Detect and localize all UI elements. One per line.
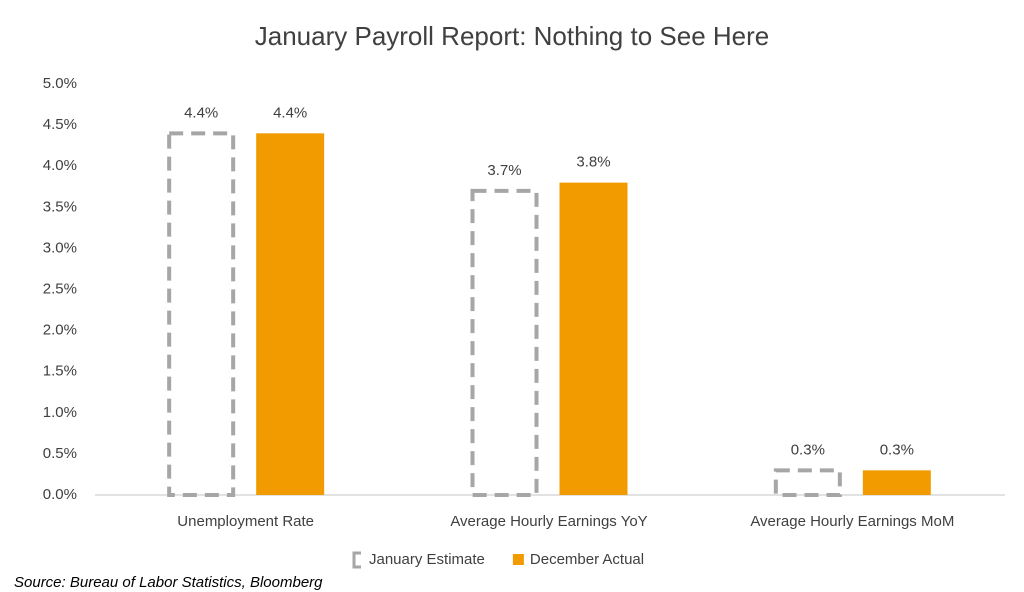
legend-label: January Estimate	[369, 551, 485, 568]
legend-swatch	[352, 551, 361, 569]
y-tick-label: 5.0%	[43, 75, 77, 92]
chart-title: January Payroll Report: Nothing to See H…	[255, 21, 770, 51]
legend-swatch	[512, 554, 524, 565]
y-tick-label: 3.0%	[43, 239, 77, 256]
x-tick-label: Average Hourly Earnings YoY	[450, 513, 647, 530]
data-label: 0.3%	[880, 441, 914, 458]
y-tick-label: 1.5%	[43, 363, 77, 380]
y-tick-label: 2.0%	[43, 322, 77, 339]
data-label: 4.4%	[184, 104, 218, 121]
x-tick-label: Unemployment Rate	[177, 513, 314, 530]
bar	[167, 131, 236, 497]
y-tick-label: 2.5%	[43, 280, 77, 297]
y-tick-label: 0.0%	[43, 486, 77, 503]
x-tick-label: Average Hourly Earnings MoM	[750, 513, 954, 530]
data-label: 3.7%	[487, 162, 521, 179]
legend-label: December Actual	[530, 551, 644, 568]
data-label: 4.4%	[273, 104, 307, 121]
y-tick-label: 3.5%	[43, 198, 77, 215]
bar	[773, 468, 842, 497]
data-label: 3.8%	[576, 154, 610, 171]
y-tick-label: 1.0%	[43, 404, 77, 421]
y-tick-label: 4.5%	[43, 116, 77, 133]
source-note: Source: Bureau of Labor Statistics, Bloo…	[14, 574, 323, 591]
y-tick-label: 4.0%	[43, 157, 77, 174]
bar	[256, 133, 325, 495]
y-tick-label: 0.5%	[43, 445, 77, 462]
data-label: 0.3%	[791, 441, 825, 458]
bar	[559, 182, 628, 495]
bar	[862, 470, 931, 495]
bar	[470, 188, 539, 498]
